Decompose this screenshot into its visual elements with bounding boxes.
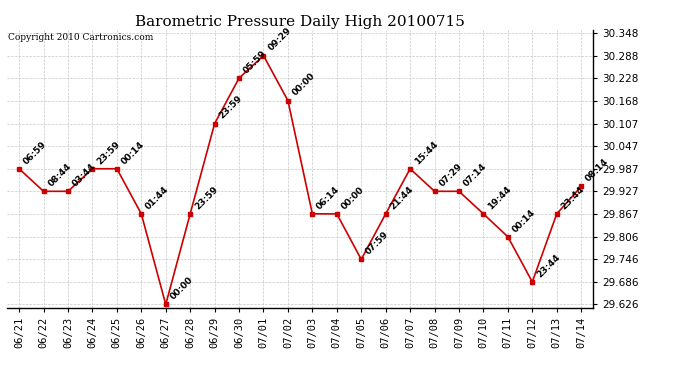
Text: 00:00: 00:00 xyxy=(339,185,366,211)
Text: 15:44: 15:44 xyxy=(413,139,440,166)
Text: 03:44: 03:44 xyxy=(71,162,97,189)
Text: 07:29: 07:29 xyxy=(437,162,464,189)
Text: 23:59: 23:59 xyxy=(193,184,219,211)
Text: 19:44: 19:44 xyxy=(486,184,513,211)
Text: 00:00: 00:00 xyxy=(168,276,195,302)
Text: 07:14: 07:14 xyxy=(462,162,489,189)
Text: 06:14: 06:14 xyxy=(315,184,342,211)
Text: 08:44: 08:44 xyxy=(46,162,73,189)
Title: Barometric Pressure Daily High 20100715: Barometric Pressure Daily High 20100715 xyxy=(135,15,465,29)
Text: 09:29: 09:29 xyxy=(266,26,293,53)
Text: 06:59: 06:59 xyxy=(22,140,48,166)
Text: 23:59: 23:59 xyxy=(217,94,244,121)
Text: 23:44: 23:44 xyxy=(535,252,562,279)
Text: Copyright 2010 Cartronics.com: Copyright 2010 Cartronics.com xyxy=(8,33,153,42)
Text: 08:14: 08:14 xyxy=(584,157,611,184)
Text: 01:44: 01:44 xyxy=(144,184,171,211)
Text: 21:44: 21:44 xyxy=(388,184,415,211)
Text: 05:59: 05:59 xyxy=(241,49,268,75)
Text: 00:00: 00:00 xyxy=(290,72,317,98)
Text: 23:44: 23:44 xyxy=(560,184,586,211)
Text: 00:14: 00:14 xyxy=(119,140,146,166)
Text: 00:14: 00:14 xyxy=(511,207,537,234)
Text: 07:59: 07:59 xyxy=(364,230,391,256)
Text: 23:59: 23:59 xyxy=(95,139,122,166)
